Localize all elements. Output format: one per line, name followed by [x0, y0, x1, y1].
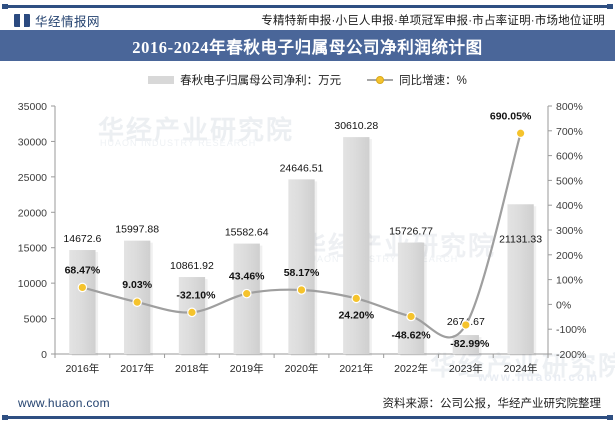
- page-footer: www.huaon.com 资料来源：公司公报，华经产业研究院整理: [0, 392, 615, 414]
- chart-canvas: 0 5000 10000 15000 20000 25000 30000 35000 -200%…: [18, 101, 587, 375]
- plot-area: 华经产业研究院 HUAON INDUSTRY RESEARCH 华经产业研究院 …: [0, 96, 615, 386]
- legend-item-profit[interactable]: 春秋电子归属母公司净利：万元: [148, 72, 341, 88]
- svg-text:600%: 600%: [556, 151, 583, 163]
- svg-text:-100%: -100%: [556, 324, 586, 336]
- chart-legend: 春秋电子归属母公司净利：万元 同比增速：%: [0, 70, 615, 90]
- svg-text:68.47%: 68.47%: [65, 264, 101, 276]
- svg-text:100%: 100%: [556, 275, 583, 287]
- svg-text:2017年: 2017年: [120, 362, 154, 375]
- svg-text:690.05%: 690.05%: [490, 110, 532, 122]
- svg-text:-32.10%: -32.10%: [176, 289, 216, 301]
- svg-text:21131.33: 21131.33: [499, 233, 542, 245]
- svg-text:25000: 25000: [18, 172, 47, 184]
- svg-text:10000: 10000: [18, 278, 47, 290]
- svg-text:2016年: 2016年: [65, 362, 99, 375]
- legend-label-growth: 同比增速：%: [399, 75, 467, 87]
- svg-text:200%: 200%: [556, 250, 583, 262]
- svg-text:700%: 700%: [556, 126, 583, 138]
- svg-text:0%: 0%: [556, 299, 571, 311]
- svg-text:-82.99%: -82.99%: [450, 338, 490, 350]
- line-dot-swatch-icon: [367, 76, 394, 84]
- footer-source: 资料来源：公司公报，华经产业研究院整理: [382, 398, 602, 410]
- footer-site-url[interactable]: www.huaon.com: [18, 396, 110, 410]
- bottom-divider: [2, 415, 613, 420]
- svg-text:24.20%: 24.20%: [338, 309, 374, 321]
- svg-text:15000: 15000: [18, 243, 47, 255]
- svg-text:5000: 5000: [24, 314, 48, 326]
- svg-text:2020年: 2020年: [285, 362, 319, 375]
- brand[interactable]: 华经情报网: [14, 11, 100, 30]
- bar-swatch-icon: [148, 76, 175, 84]
- page-title: 2016-2024年春秋电子归属母公司净利润统计图: [132, 37, 483, 57]
- svg-text:-200%: -200%: [556, 349, 586, 361]
- svg-text:500%: 500%: [556, 175, 583, 187]
- svg-text:2022年: 2022年: [394, 362, 428, 375]
- legend-item-growth[interactable]: 同比增速：%: [367, 72, 467, 88]
- svg-text:300%: 300%: [556, 225, 583, 237]
- title-banner: 2016-2024年春秋电子归属母公司净利润统计图: [0, 30, 615, 61]
- svg-text:9.03%: 9.03%: [122, 279, 152, 291]
- svg-text:-48.62%: -48.62%: [392, 329, 432, 341]
- site-header: 华经情报网 专精特新申报·小巨人申报·单项冠军申报·市占率证明·市场地位证明: [0, 8, 615, 32]
- svg-text:15582.64: 15582.64: [225, 227, 269, 239]
- svg-text:35000: 35000: [18, 101, 47, 113]
- svg-text:0: 0: [41, 349, 47, 361]
- svg-text:15997.88: 15997.88: [115, 224, 159, 236]
- svg-text:24646.51: 24646.51: [280, 162, 324, 174]
- svg-text:15726.77: 15726.77: [389, 226, 433, 238]
- book-logo-icon: [14, 13, 30, 27]
- svg-text:58.17%: 58.17%: [284, 267, 320, 279]
- brand-name: 华经情报网: [35, 14, 101, 29]
- svg-text:14672.6: 14672.6: [63, 233, 101, 245]
- svg-text:2018年: 2018年: [175, 362, 209, 375]
- svg-text:10861.92: 10861.92: [170, 260, 214, 272]
- top-divider: [2, 4, 613, 9]
- watermark-url: www.huaon.com: [478, 370, 599, 384]
- svg-text:400%: 400%: [556, 200, 583, 212]
- svg-text:43.46%: 43.46%: [229, 271, 265, 283]
- svg-text:2019年: 2019年: [230, 362, 264, 375]
- svg-text:30000: 30000: [18, 136, 47, 148]
- legend-label-profit: 春秋电子归属母公司净利：万元: [180, 75, 342, 87]
- svg-text:800%: 800%: [556, 101, 583, 113]
- svg-text:30610.28: 30610.28: [334, 120, 378, 132]
- header-tagline: 专精特新申报·小巨人申报·单项冠军申报·市占率证明·市场地位证明: [261, 15, 605, 27]
- svg-text:20000: 20000: [18, 207, 47, 219]
- svg-text:2023年: 2023年: [449, 362, 483, 375]
- svg-text:2024年: 2024年: [504, 362, 538, 375]
- svg-text:2021年: 2021年: [339, 362, 373, 375]
